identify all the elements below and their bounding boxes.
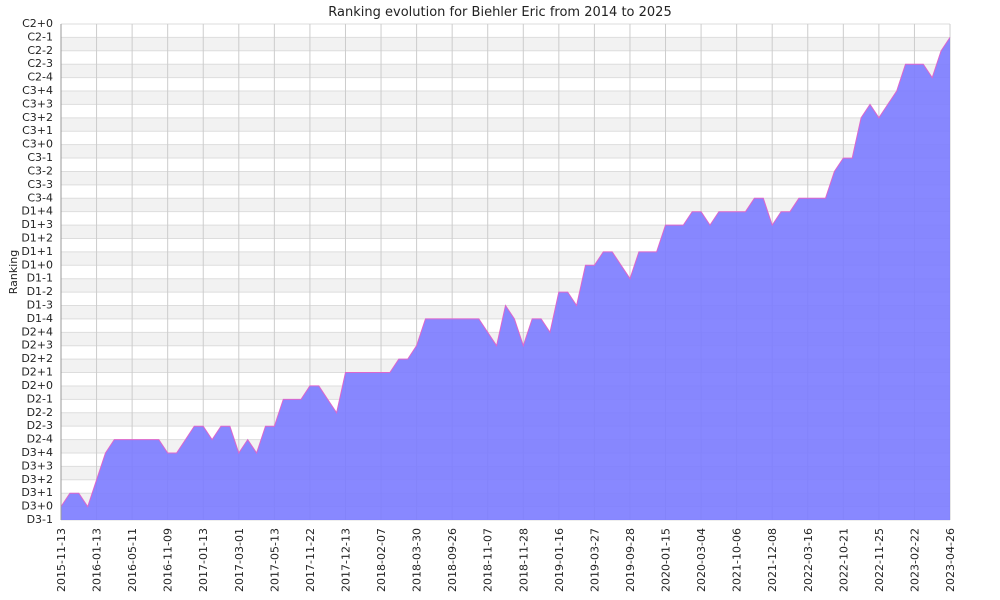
y-tick-label: D1+3 <box>21 218 53 231</box>
y-tick-label: D1+1 <box>21 245 53 258</box>
x-tick-label: 2017-05-13 <box>268 528 281 592</box>
x-tick-label: 2022-11-25 <box>873 528 886 592</box>
y-tick-label: D2-3 <box>27 419 53 432</box>
y-tick-label: C2+0 <box>22 17 53 30</box>
y-tick-label: D2+0 <box>21 379 53 392</box>
y-tick-label: D2-1 <box>27 392 53 405</box>
x-tick-label: 2017-03-01 <box>233 528 246 592</box>
y-tick-label: C3-4 <box>27 191 53 204</box>
y-tick-label: C3-1 <box>27 151 53 164</box>
y-tick-label: C3+1 <box>22 124 53 137</box>
x-tick-label: 2016-11-09 <box>162 528 175 592</box>
y-tick-label: D1+2 <box>21 231 53 244</box>
y-tick-label: D2-4 <box>27 433 53 446</box>
x-tick-label: 2023-02-22 <box>908 528 921 592</box>
x-tick-label: 2019-03-27 <box>588 528 601 592</box>
y-tick-label: D3+2 <box>21 473 53 486</box>
y-tick-label: C3-2 <box>27 164 53 177</box>
y-tick-label: C3+4 <box>22 84 53 97</box>
x-tick-label: 2022-10-21 <box>837 528 850 592</box>
x-tick-label: 2019-09-28 <box>624 528 637 592</box>
grid-band <box>61 37 950 51</box>
y-tick-label: D1-2 <box>27 285 53 298</box>
y-tick-label: D3+0 <box>21 500 53 513</box>
y-tick-label: C2-2 <box>27 44 53 57</box>
x-tick-label: 2017-11-22 <box>304 528 317 592</box>
x-tick-label: 2018-02-07 <box>375 528 388 592</box>
x-tick-label: 2016-01-13 <box>91 528 104 592</box>
grid-band <box>61 91 950 105</box>
grid-band <box>61 64 950 78</box>
x-tick-label: 2022-03-16 <box>802 528 815 592</box>
x-tick-label: 2020-03-04 <box>695 528 708 592</box>
grid-band <box>61 198 950 212</box>
y-tick-label: D1-4 <box>27 312 53 325</box>
y-tick-label: D2+1 <box>21 366 53 379</box>
y-tick-label: D3+4 <box>21 446 53 459</box>
x-tick-label: 2021-12-08 <box>766 528 779 592</box>
x-tick-label: 2020-01-15 <box>660 528 673 592</box>
y-tick-label: D3+3 <box>21 459 53 472</box>
y-tick-label: D1-3 <box>27 299 53 312</box>
y-tick-label: C3+3 <box>22 97 53 110</box>
y-tick-label: C3-3 <box>27 178 53 191</box>
y-tick-label: D2+4 <box>21 325 53 338</box>
x-tick-label: 2017-01-13 <box>197 528 210 592</box>
y-tick-label: C2-3 <box>27 57 53 70</box>
y-tick-label: D2-2 <box>27 406 53 419</box>
x-tick-label: 2015-11-13 <box>55 528 68 592</box>
y-tick-label: C2-4 <box>27 71 53 84</box>
y-tick-label: C3+2 <box>22 111 53 124</box>
grid-band <box>61 117 950 132</box>
y-tick-label: C3+0 <box>22 138 53 151</box>
y-tick-label: D1+0 <box>21 258 53 271</box>
grid-band <box>61 144 950 159</box>
grid-band <box>61 171 950 185</box>
y-tick-label: D2+2 <box>21 352 53 365</box>
y-tick-label: C2-1 <box>27 30 53 43</box>
line <box>60 37 951 508</box>
y-tick-label: D3-1 <box>27 513 53 526</box>
y-tick-label: D1+4 <box>21 205 53 218</box>
x-tick-label: 2016-05-11 <box>126 528 139 592</box>
x-tick-label: 2018-03-30 <box>411 528 424 592</box>
x-tick-label: 2017-12-13 <box>339 528 352 592</box>
x-tick-label: 2018-09-26 <box>446 528 459 592</box>
x-tick-label: 2019-01-16 <box>553 528 566 592</box>
chart-title: Ranking evolution for Biehler Eric from … <box>328 5 671 20</box>
x-tick-label: 2018-11-07 <box>482 528 495 592</box>
x-tick-label: 2023-04-26 <box>944 528 957 592</box>
x-tick-label: 2021-10-06 <box>731 528 744 592</box>
area <box>61 37 950 521</box>
y-tick-label: D2+3 <box>21 339 53 352</box>
y-tick-label: D3+1 <box>21 486 53 499</box>
y-axis-label: Ranking <box>7 250 20 295</box>
x-tick-label: 2018-11-28 <box>517 528 530 592</box>
y-tick-label: D1-1 <box>27 272 53 285</box>
